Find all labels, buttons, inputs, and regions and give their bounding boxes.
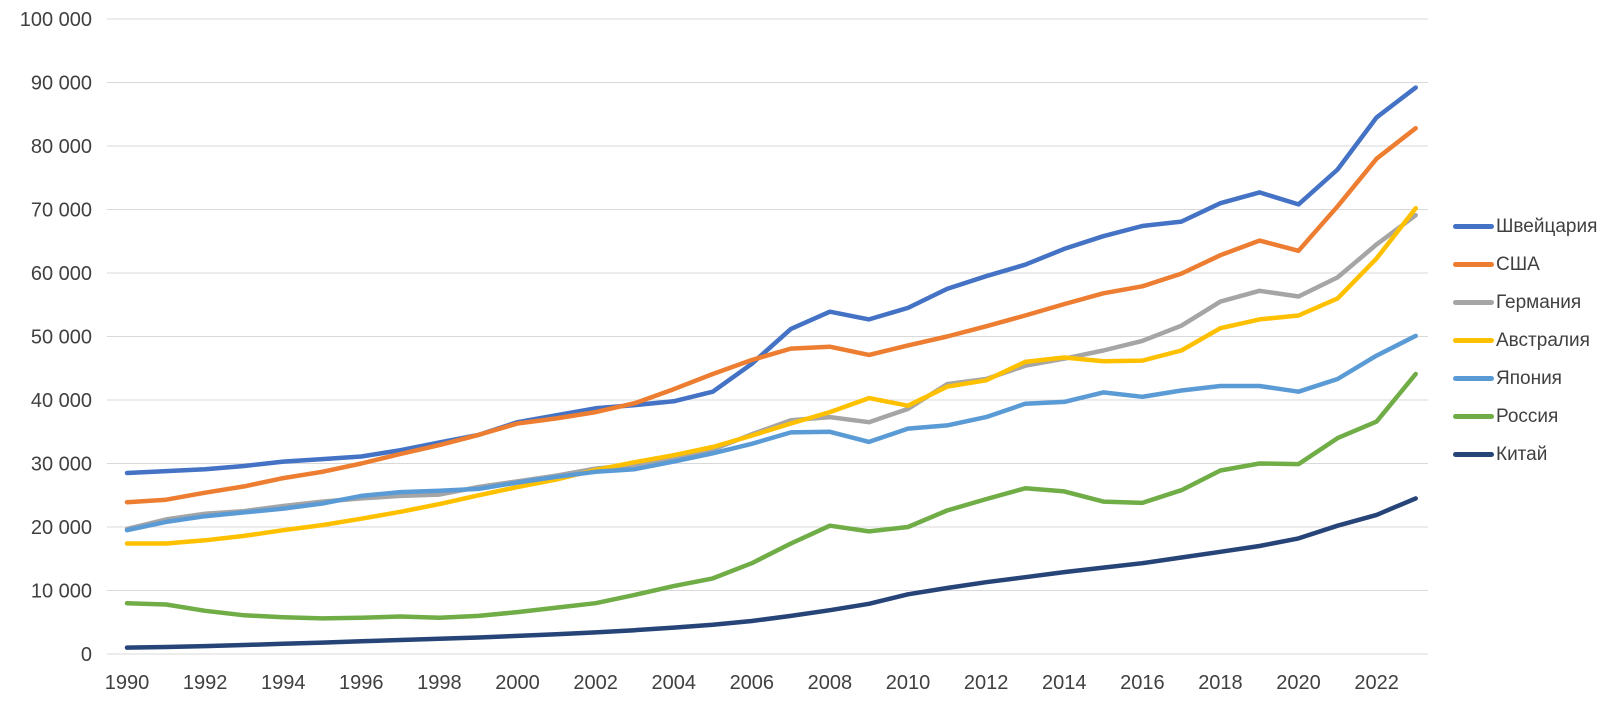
y-axis-tick-label: 10 000 xyxy=(31,581,92,603)
series-line-Австралия xyxy=(124,205,1418,546)
legend-item-Австралия: Австралия xyxy=(1453,321,1597,359)
legend-label: Япония xyxy=(1496,367,1562,389)
legend-line-swatch xyxy=(1453,451,1494,457)
y-axis-tick-label: 70 000 xyxy=(31,200,92,222)
series-line-Германия xyxy=(124,212,1418,532)
x-axis-tick-label: 1990 xyxy=(105,672,150,694)
x-axis-tick-label: 2020 xyxy=(1276,672,1321,694)
y-axis-tick-label: 0 xyxy=(81,644,92,666)
series-line-Россия xyxy=(124,371,1418,621)
x-axis-tick-label: 1998 xyxy=(417,672,462,694)
legend-label: Россия xyxy=(1496,405,1559,427)
legend-item-Россия: Россия xyxy=(1453,397,1597,435)
legend-item-Германия: Германия xyxy=(1453,283,1597,321)
x-axis-tick-label: 1996 xyxy=(339,672,384,694)
series-line-США xyxy=(124,125,1418,505)
x-axis-tick-label: 2014 xyxy=(1042,672,1087,694)
y-axis-tick-label: 90 000 xyxy=(31,73,92,95)
y-axis-tick-label: 100 000 xyxy=(20,9,92,31)
x-axis-tick-label: 2000 xyxy=(495,672,540,694)
x-axis-tick-label: 2004 xyxy=(651,672,696,694)
legend-line-swatch xyxy=(1453,261,1494,267)
legend-line-swatch xyxy=(1453,375,1494,381)
x-axis-tick-label: 2022 xyxy=(1354,672,1399,694)
chart-legend: Швейцария США Германия Австралия Япония Росси… xyxy=(1453,207,1597,473)
y-axis-tick-label: 60 000 xyxy=(31,263,92,285)
series-line-Швейцария xyxy=(124,85,1418,476)
series-line-Япония xyxy=(124,333,1418,533)
series-line-Китай xyxy=(124,496,1418,650)
x-axis-tick-label: 2002 xyxy=(573,672,618,694)
legend-item-США: США xyxy=(1453,245,1597,283)
x-axis-tick-label: 2006 xyxy=(730,672,775,694)
x-axis-tick-label: 2018 xyxy=(1198,672,1243,694)
legend-item-Япония: Япония xyxy=(1453,359,1597,397)
x-axis-tick-label: 1992 xyxy=(183,672,228,694)
y-axis-tick-label: 20 000 xyxy=(31,517,92,539)
y-axis-tick-label: 80 000 xyxy=(31,136,92,158)
legend-label: Германия xyxy=(1496,291,1582,313)
x-axis-tick-label: 1994 xyxy=(261,672,306,694)
legend-label: США xyxy=(1496,253,1540,275)
legend-item-Китай: Китай xyxy=(1453,435,1597,473)
legend-line-swatch xyxy=(1453,223,1494,229)
legend-label: Австралия xyxy=(1496,329,1590,351)
y-axis-tick-label: 50 000 xyxy=(31,327,92,349)
y-axis-tick-label: 30 000 xyxy=(31,454,92,476)
x-axis-tick-label: 2012 xyxy=(964,672,1009,694)
y-axis-tick-label: 40 000 xyxy=(31,390,92,412)
x-axis-tick-label: 2008 xyxy=(808,672,853,694)
x-axis-tick-label: 2016 xyxy=(1120,672,1165,694)
x-axis-tick-label: 2010 xyxy=(886,672,931,694)
legend-label: Китай xyxy=(1496,443,1548,465)
legend-label: Швейцария xyxy=(1496,215,1598,237)
legend-line-swatch xyxy=(1453,299,1494,305)
legend-item-Швейцария: Швейцария xyxy=(1453,207,1597,245)
legend-line-swatch xyxy=(1453,413,1494,419)
legend-line-swatch xyxy=(1453,337,1494,343)
